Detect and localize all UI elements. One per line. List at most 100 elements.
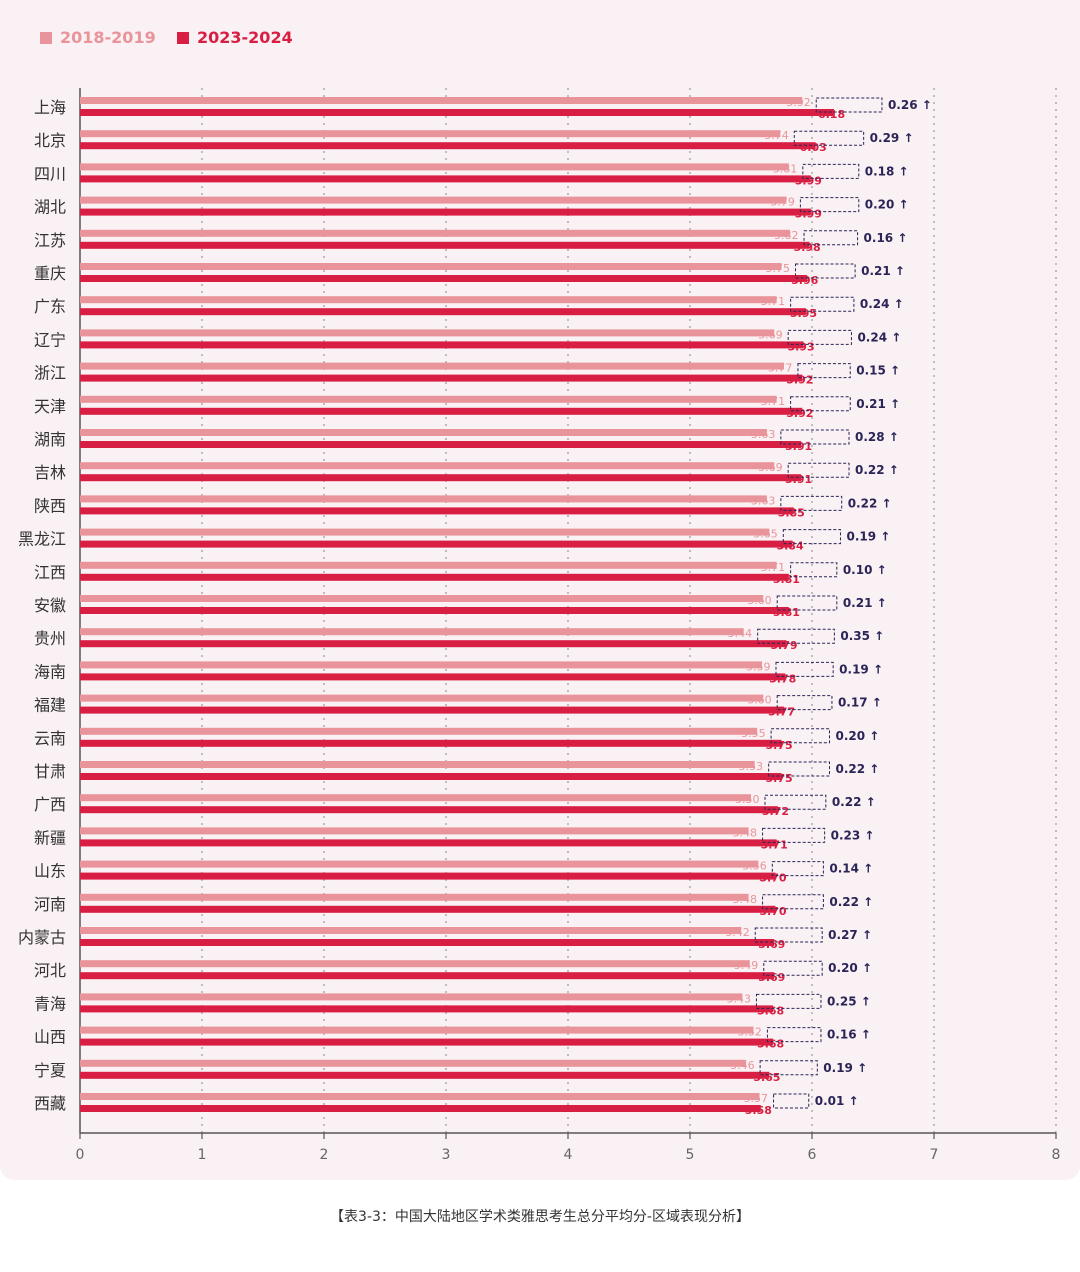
- bar-2018-2019: [80, 561, 777, 569]
- data-label-2023-2024: 5.69: [758, 938, 785, 951]
- difference-bracket: [764, 794, 827, 810]
- bar-2023-2024: [80, 1038, 773, 1046]
- bar-2018-2019: [80, 794, 751, 802]
- difference-label: 0.26 ↑: [888, 98, 932, 112]
- difference-bracket: [755, 993, 822, 1009]
- x-tick-label: 8: [1052, 1147, 1061, 1163]
- difference-bracket: [763, 960, 823, 976]
- data-label-2023-2024: 5.68: [757, 1004, 784, 1017]
- data-label-2018-2019: 5.59: [746, 660, 771, 673]
- bar-2018-2019: [80, 761, 755, 768]
- data-label-2023-2024: 5.81: [773, 606, 800, 619]
- difference-label: 0.21 ↑: [861, 264, 905, 278]
- difference-label: 0.19 ↑: [823, 1061, 867, 1075]
- data-label-2018-2019: 5.77: [768, 362, 793, 375]
- data-label-2023-2024: 5.92: [786, 374, 813, 387]
- bar-2023-2024: [80, 972, 775, 980]
- category-label: 福建: [34, 696, 66, 715]
- category-label: 山西: [34, 1028, 66, 1047]
- data-label-2018-2019: 5.43: [726, 992, 751, 1005]
- data-label-2018-2019: 5.74: [764, 129, 789, 142]
- difference-label: 0.24 ↑: [857, 330, 901, 344]
- data-label-2023-2024: 5.70: [759, 872, 786, 885]
- legend-label-2018-2019: 2018-2019: [60, 28, 156, 47]
- difference-label: 0.22 ↑: [832, 795, 876, 809]
- bar-2018-2019: [80, 395, 777, 403]
- x-tick-label: 5: [686, 1147, 695, 1163]
- bar-2023-2024: [80, 1105, 761, 1112]
- category-label: 西藏: [34, 1094, 66, 1113]
- bar-2023-2024: [80, 175, 811, 183]
- difference-bracket: [802, 163, 860, 179]
- bar-2023-2024: [80, 1071, 770, 1079]
- category-label: 青海: [34, 994, 66, 1013]
- category-label: 海南: [34, 662, 66, 681]
- bar-2018-2019: [80, 1059, 747, 1067]
- data-label-2023-2024: 5.58: [745, 1104, 772, 1117]
- category-label: 云南: [34, 729, 66, 748]
- data-label-2023-2024: 5.70: [759, 905, 786, 918]
- difference-label: 0.22 ↑: [848, 496, 892, 510]
- bar-2018-2019: [80, 528, 770, 536]
- data-label-2023-2024: 5.99: [795, 174, 822, 187]
- data-label-2018-2019: 5.63: [751, 428, 776, 441]
- difference-label: 0.27 ↑: [828, 928, 872, 942]
- bar-2018-2019: [80, 429, 767, 436]
- difference-bracket: [775, 661, 834, 677]
- difference-bracket: [797, 363, 851, 379]
- difference-label: 0.20 ↑: [836, 729, 880, 743]
- bar-2023-2024: [80, 806, 778, 814]
- legend-swatch-2023-2024: [177, 31, 189, 44]
- bar-2023-2024: [80, 706, 784, 714]
- difference-bracket: [815, 97, 883, 113]
- data-label-2018-2019: 5.71: [761, 295, 786, 308]
- difference-label: 0.21 ↑: [856, 397, 900, 411]
- chart-caption: 【表3-3：中国大陆地区学术类雅思考生总分平均分-区域表现分析】: [330, 1209, 750, 1225]
- category-label: 山东: [34, 862, 66, 881]
- category-label: 河北: [34, 961, 66, 980]
- bar-2023-2024: [80, 773, 782, 780]
- data-label-2018-2019: 5.81: [773, 162, 798, 175]
- difference-label: 0.10 ↑: [843, 563, 887, 577]
- difference-bracket: [787, 462, 850, 478]
- data-label-2023-2024: 5.98: [794, 241, 821, 254]
- x-tick-label: 4: [564, 1147, 573, 1163]
- data-label-2018-2019: 5.48: [733, 893, 758, 906]
- bar-2018-2019: [80, 362, 784, 370]
- data-label-2023-2024: 5.91: [785, 473, 812, 486]
- difference-bracket: [787, 329, 852, 345]
- data-label-2018-2019: 5.55: [741, 727, 766, 740]
- bar-2023-2024: [80, 109, 834, 116]
- data-label-2023-2024: 5.71: [761, 838, 788, 851]
- data-label-2018-2019: 5.49: [734, 959, 759, 972]
- data-label-2023-2024: 5.95: [790, 307, 817, 320]
- bar-2023-2024: [80, 507, 794, 515]
- bar-2018-2019: [80, 462, 775, 470]
- difference-bracket: [771, 861, 824, 877]
- data-label-2023-2024: 6.18: [818, 108, 845, 121]
- category-label: 广西: [34, 795, 66, 814]
- category-label: 贵州: [34, 629, 66, 648]
- category-label: 黑龙江: [18, 530, 66, 549]
- data-label-2018-2019: 5.60: [747, 694, 772, 707]
- category-label: 江苏: [34, 231, 66, 250]
- category-label: 安徽: [34, 596, 66, 615]
- bar-2023-2024: [80, 839, 777, 847]
- difference-label: 0.29 ↑: [870, 131, 914, 145]
- data-label-2018-2019: 5.56: [742, 860, 767, 873]
- difference-label: 0.21 ↑: [843, 596, 887, 610]
- bar-2018-2019: [80, 694, 764, 702]
- bar-2018-2019: [80, 927, 742, 934]
- data-label-2023-2024: 5.75: [766, 772, 793, 785]
- category-label: 四川: [34, 164, 66, 183]
- data-label-2023-2024: 5.99: [795, 208, 822, 221]
- bar-2023-2024: [80, 872, 776, 880]
- bar-2023-2024: [80, 341, 804, 349]
- bar-2023-2024: [80, 374, 803, 382]
- difference-bracket: [762, 894, 824, 910]
- data-label-2018-2019: 5.46: [730, 1059, 755, 1072]
- category-label: 天津: [34, 397, 66, 416]
- bar-2018-2019: [80, 495, 767, 503]
- data-label-2018-2019: 5.65: [753, 528, 778, 541]
- legend-swatch-2018-2019: [40, 31, 52, 44]
